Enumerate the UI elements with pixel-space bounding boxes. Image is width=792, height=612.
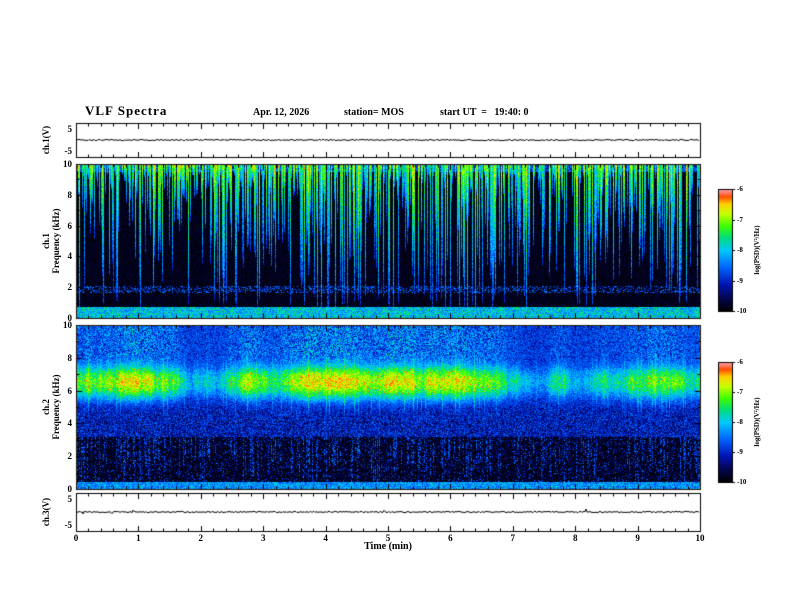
colorbar-tick-label: -7 (737, 388, 743, 396)
frequency-tick-label: 4 (67, 418, 73, 429)
colorbar2-label: log(PSD)(V²/Hz) (753, 397, 761, 447)
frequency-tick-label: 6 (67, 385, 73, 396)
colorbar-tick-label: -8 (737, 418, 743, 426)
ch2-frequency-axis-label: ch.2 Frequency (kHz) (41, 374, 61, 439)
ch1-voltage-axis-label: ch.1(V) (41, 125, 51, 155)
header-station: station= MOS (344, 107, 404, 118)
frequency-unit-label: Frequency (kHz) (51, 374, 61, 440)
colorbar-tick-label: -8 (737, 246, 743, 254)
x-tick-label: 10 (695, 533, 705, 543)
ch1-frequency-axis-label: ch.1 Frequency (kHz) (41, 208, 61, 273)
ch2-label: ch.2 (41, 399, 51, 415)
colorbar-tick-label: -9 (737, 276, 743, 285)
x-axis-label: Time (min) (364, 541, 412, 552)
voltage-tick-label: 5 (67, 124, 73, 134)
x-tick-label: 6 (448, 533, 453, 543)
frequency-tick-label: 8 (67, 189, 73, 200)
figure-title: VLF Spectra (85, 103, 168, 118)
x-tick-label: 2 (198, 533, 204, 543)
header-start-ut: start UT = 19:40: 0 (440, 107, 529, 118)
colorbar-tick-label: -9 (737, 448, 743, 456)
frequency-tick-label: 0 (67, 484, 73, 494)
header-date: Apr. 12, 2026 (253, 107, 310, 118)
x-tick-label: 5 (385, 533, 391, 543)
ch3-voltage-axis-label: ch.3(V) (41, 497, 51, 527)
frequency-tick-label: 2 (67, 451, 73, 462)
frequency-tick-label: 2 (67, 282, 73, 293)
x-tick-label: 8 (572, 533, 578, 543)
frequency-tick-label: 8 (67, 352, 73, 363)
x-tick-label: 1 (136, 533, 141, 543)
frequency-tick-label: 6 (67, 220, 73, 231)
ch1-label: ch.1 (41, 233, 51, 249)
frequency-tick-label: 10 (63, 320, 72, 330)
x-tick-label: 0 (73, 533, 79, 543)
voltage-tick-label: 5 (67, 494, 73, 504)
colorbar-tick-label: -7 (737, 215, 743, 224)
frequency-unit-label: Frequency (kHz) (51, 208, 61, 274)
voltage-tick-label: -5 (64, 146, 73, 156)
colorbar-tick-label: -10 (737, 478, 747, 486)
colorbar-tick-label: -10 (737, 307, 747, 315)
x-tick-label: 7 (510, 533, 516, 543)
frequency-tick-label: 10 (63, 159, 72, 169)
colorbar1-label: log(PSD)(V²/Hz) (753, 225, 761, 275)
colorbar-tick-label: -6 (737, 358, 743, 366)
colorbar-tick-label: -6 (737, 185, 743, 193)
x-tick-label: 4 (323, 533, 328, 543)
frequency-tick-label: 4 (67, 251, 73, 262)
x-tick-label: 9 (635, 533, 640, 543)
frequency-tick-label: 0 (67, 313, 73, 323)
voltage-tick-label: -5 (64, 520, 73, 530)
x-tick-label: 3 (260, 533, 266, 543)
